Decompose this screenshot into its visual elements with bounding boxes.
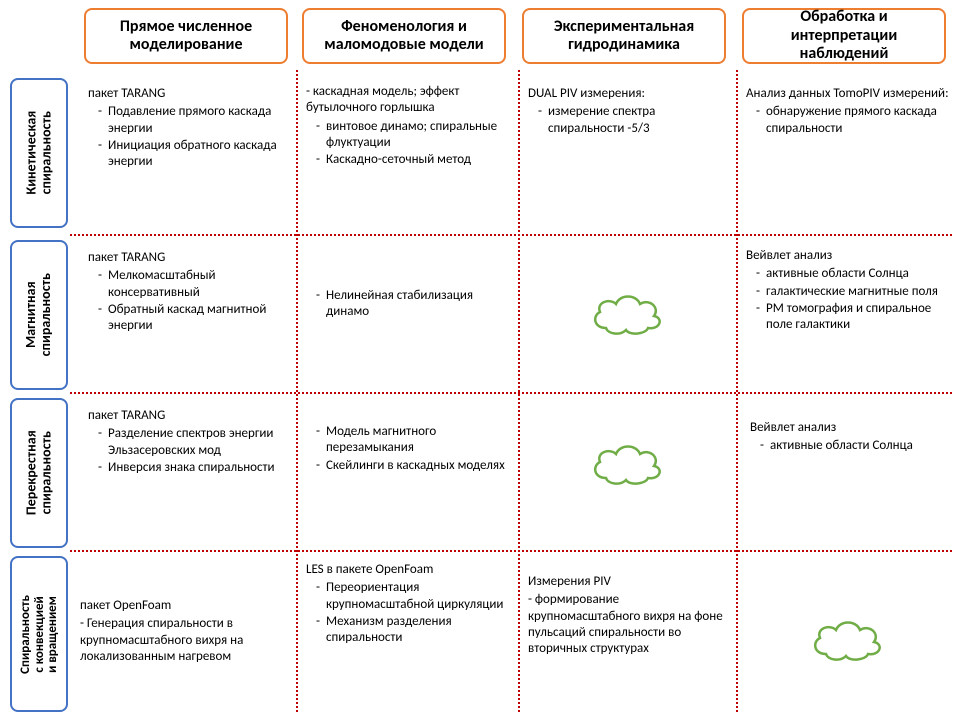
cell-r2c3-i0: активные области Солнца: [760, 438, 950, 454]
cloud-icon: [586, 440, 666, 486]
cell-r1c0-i0: Мелкомасштабный консервативный: [98, 268, 288, 301]
cell-r1c3-i0: активные области Солнца: [756, 266, 956, 282]
row-header-1-l0: Магнитная спиральность: [24, 273, 53, 356]
cell-r3c1-lead: LES в пакете OpenFoam: [306, 562, 512, 578]
cell-r0c0: пакет TARANG Подавление прямого каскада …: [88, 86, 288, 171]
cell-r1c3: Вейвлет анализ активные области Солнца г…: [746, 248, 956, 334]
cell-r0c1-i0: винтовое динамо; спиральные флуктуации: [316, 119, 512, 152]
col-header-1: Феноменология и маломодовые модели: [302, 8, 506, 64]
col-header-0: Прямое численное моделирование: [84, 8, 288, 64]
row-header-0-l0: Кинетическая спиральность: [24, 111, 53, 195]
cell-r1c1-i0: Нелинейная стабилизация динамо: [316, 288, 506, 321]
row-header-3-l0: Спиральность с конвекцией и вращением: [19, 595, 60, 674]
cell-r3c0-i0: - Генерация спиральности в крупномасштаб…: [80, 616, 294, 665]
row-header-2: Перекрестная спиральность: [10, 398, 68, 548]
col-header-2-label: Экспериментальная гидродинамика: [530, 18, 718, 55]
col-header-1-label: Феноменология и маломодовые модели: [310, 18, 498, 55]
cloud-icon: [586, 290, 666, 336]
cell-r3c2-lead: Измерения PIV: [528, 574, 734, 590]
cloud-r1c2: [586, 290, 666, 336]
cell-r0c1: - каскадная модель; эффект бутылочного г…: [306, 84, 512, 169]
cell-r0c1-lead: - каскадная модель; эффект бутылочного г…: [306, 84, 512, 117]
cell-r2c1-i1: Скейлинги в каскадных моделях: [316, 458, 506, 474]
cell-r0c0-i1: Инициация обратного каскада энергии: [98, 138, 288, 171]
cell-r2c3-lead: Вейвлет анализ: [750, 420, 950, 436]
cell-r1c3-lead: Вейвлет анализ: [746, 248, 956, 264]
col-header-3-label: Обработка и интерпретации наблюдений: [750, 8, 938, 63]
cell-r1c1: Нелинейная стабилизация динамо: [306, 288, 506, 322]
cell-r3c1: LES в пакете OpenFoam Переориентация кру…: [306, 562, 512, 647]
hline-0: [70, 234, 952, 236]
row-header-0: Кинетическая спиральность: [10, 78, 68, 228]
row-header-1: Магнитная спиральность: [10, 240, 68, 390]
hline-2: [70, 550, 952, 552]
cloud-r2c2: [586, 440, 666, 486]
cell-r3c1-i0: Переориентация крупномасштабной циркуляц…: [316, 580, 512, 613]
vline-0: [296, 70, 298, 712]
cell-r0c1-i1: Каскадно-сеточный метод: [316, 152, 512, 168]
cloud-icon: [806, 616, 886, 662]
col-header-3: Обработка и интерпретации наблюдений: [742, 8, 946, 64]
cell-r3c0-lead: пакет OpenFoam: [80, 598, 294, 614]
row-header-2-l0: Перекрестная спиральность: [24, 431, 53, 516]
cell-r2c0-i1: Инверсия знака спиральности: [98, 460, 288, 476]
cell-r1c3-i1: галактические магнитные поля: [756, 284, 956, 300]
cell-r1c0-lead: пакет TARANG: [88, 250, 288, 266]
cell-r0c2-i0: измерение спектра спиральности -5/3: [538, 104, 728, 137]
col-header-2: Экспериментальная гидродинамика: [522, 8, 726, 64]
cell-r0c0-i0: Подавление прямого каскада энергии: [98, 104, 288, 137]
row-header-3: Спиральность с конвекцией и вращением: [10, 556, 68, 712]
cell-r0c3-lead: Анализ данных TomoPIV измерений:: [746, 86, 952, 102]
cell-r2c1-i0: Модель магнитного перезамыкания: [316, 424, 506, 457]
cell-r1c0: пакет TARANG Мелкомасштабный консерватив…: [88, 250, 288, 335]
cell-r0c3: Анализ данных TomoPIV измерений: обнаруж…: [746, 86, 952, 138]
cell-r0c3-i0: обнаружение прямого каскада спиральности: [756, 104, 952, 137]
vline-2: [736, 70, 738, 712]
cell-r3c1-i1: Механизм разделения спиральности: [316, 614, 512, 647]
cell-r1c0-i1: Обратный каскад магнитной энергии: [98, 302, 288, 335]
cloud-r3c3: [806, 616, 886, 662]
cell-r0c2: DUAL PIV измерения: измерение спектра сп…: [528, 86, 728, 138]
cell-r2c0-i0: Разделение спектров энергии Эльзасеровск…: [98, 426, 288, 459]
cell-r3c2: Измерения PIV - формирование крупномасшт…: [528, 574, 734, 657]
cell-r2c1: Модель магнитного перезамыкания Скейлинг…: [306, 424, 506, 475]
col-header-0-label: Прямое численное моделирование: [92, 18, 280, 55]
cell-r3c0: пакет OpenFoam - Генерация спиральности …: [80, 598, 294, 665]
cell-r0c2-lead: DUAL PIV измерения:: [528, 86, 728, 102]
matrix-grid: Прямое численное моделирование Феноменол…: [0, 0, 960, 720]
cell-r0c0-lead: пакет TARANG: [88, 86, 288, 102]
cell-r2c3: Вейвлет анализ активные области Солнца: [750, 420, 950, 456]
cell-r3c2-i0: - формирование крупномасштабного вихря н…: [528, 592, 734, 657]
hline-1: [70, 392, 952, 394]
cell-r1c3-i2: РМ томография и спиральное поле галактик…: [756, 301, 956, 334]
cell-r2c0-lead: пакет TARANG: [88, 408, 288, 424]
vline-1: [518, 70, 520, 712]
cell-r2c0: пакет TARANG Разделение спектров энергии…: [88, 408, 288, 477]
